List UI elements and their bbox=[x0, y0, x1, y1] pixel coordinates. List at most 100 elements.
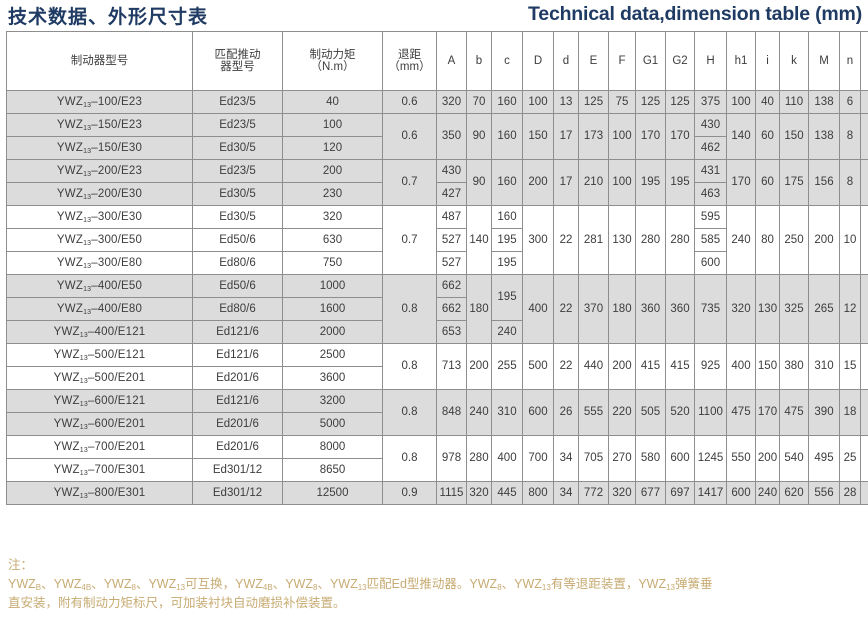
cell-dim-k: 380 bbox=[779, 343, 809, 390]
cell-dim-D: 300 bbox=[522, 205, 554, 275]
cell-model: YWZ13–500/E201 bbox=[6, 366, 193, 390]
cell-torque: 8000 bbox=[282, 435, 383, 459]
cell-torque: 8650 bbox=[282, 458, 383, 482]
cell-dim-n: 10 bbox=[839, 205, 861, 275]
cell-dim-F: 100 bbox=[608, 113, 636, 160]
cell-dim-G1: 125 bbox=[635, 90, 666, 114]
cell-dim-A: 662 bbox=[436, 297, 467, 321]
header-gap: 退距 （mm） bbox=[382, 31, 437, 91]
cell-dim-F: 100 bbox=[608, 159, 636, 206]
cell-dim-A: 653 bbox=[436, 320, 467, 344]
fn-s10: 13 bbox=[666, 582, 676, 592]
footnote-head: 注： bbox=[8, 558, 34, 572]
header-gap-line1: 退距 bbox=[398, 48, 421, 61]
cell-dim-G1: 580 bbox=[635, 435, 666, 482]
cell-dim-A: 527 bbox=[436, 251, 467, 275]
cell-dim-M: 390 bbox=[808, 389, 840, 436]
cell-dim-A: 662 bbox=[436, 274, 467, 298]
cell-dim-M: 138 bbox=[808, 113, 840, 160]
cell-dim-n: 28 bbox=[839, 481, 861, 505]
cell-torque: 2500 bbox=[282, 343, 383, 367]
cell-pusher-model: Ed30/5 bbox=[192, 182, 283, 206]
cell-dim-G1: 195 bbox=[635, 159, 666, 206]
cell-dim-A: 350 bbox=[436, 113, 467, 160]
cell-dim-c: 255 bbox=[491, 343, 523, 390]
cell-model: YWZ13–150/E23 bbox=[6, 113, 193, 137]
cell-dim-G1: 170 bbox=[635, 113, 666, 160]
fn-s4: 13 bbox=[176, 582, 186, 592]
table-row: YWZ13–500/E201 Ed201/6 3600 bbox=[6, 366, 868, 390]
cell-torque: 1000 bbox=[282, 274, 383, 298]
cell-dim-H: 600 bbox=[694, 251, 727, 275]
header-dim-E: E bbox=[578, 31, 609, 91]
cell-dim-d: 17 bbox=[553, 113, 579, 160]
cell-dim-k: 475 bbox=[779, 389, 809, 436]
cell-torque: 320 bbox=[282, 205, 383, 229]
footnote-line1: YWZB、YWZ4B、YWZ8、YWZ13可互换，YWZ4B、YWZ8、YWZ1… bbox=[8, 575, 864, 594]
cell-dim-H: 430 bbox=[694, 113, 727, 137]
cell-dim-h1: 550 bbox=[726, 435, 756, 482]
header-dim-n: n bbox=[839, 31, 861, 91]
cell-gap: 0.7 bbox=[382, 159, 437, 206]
cell-dim-c: 160 bbox=[491, 159, 523, 206]
header-dim-H: H bbox=[694, 31, 727, 91]
cell-dim-c: 160 bbox=[491, 113, 523, 160]
cell-dim-n: 8 bbox=[839, 159, 861, 206]
cell-model: YWZ13–800/E301 bbox=[6, 481, 193, 505]
cell-dim-n: 8 bbox=[839, 113, 861, 160]
header-dim-G2: G2 bbox=[665, 31, 695, 91]
fn-s1: B bbox=[35, 582, 42, 592]
cell-dim-d: 22 bbox=[553, 274, 579, 344]
cell-dim-G2: 170 bbox=[665, 113, 695, 160]
header-dim-k: k bbox=[779, 31, 809, 91]
fn-t3: 、YWZ bbox=[91, 576, 132, 591]
cell-dim-H: 375 bbox=[694, 90, 727, 114]
cell-dim-G3: 250 bbox=[860, 389, 868, 436]
cell-torque: 230 bbox=[282, 182, 383, 206]
cell-model: YWZ13–100/E23 bbox=[6, 90, 193, 114]
cell-dim-E: 173 bbox=[578, 113, 609, 160]
cell-dim-A: 978 bbox=[436, 435, 467, 482]
cell-dim-A: 848 bbox=[436, 389, 467, 436]
cell-gap: 0.8 bbox=[382, 389, 437, 436]
fn-s3: 8 bbox=[131, 582, 136, 592]
cell-dim-E: 210 bbox=[578, 159, 609, 206]
cell-dim-h1: 170 bbox=[726, 159, 756, 206]
cell-dim-k: 150 bbox=[779, 113, 809, 160]
header-dim-A: A bbox=[436, 31, 467, 91]
cell-dim-E: 125 bbox=[578, 90, 609, 114]
cell-dim-G3: 95 bbox=[860, 159, 868, 206]
cell-dim-G1: 505 bbox=[635, 389, 666, 436]
header-pusher-model: 匹配推动 器型号 bbox=[192, 31, 283, 91]
cell-pusher-model: Ed23/5 bbox=[192, 90, 283, 114]
fn-s8: 8 bbox=[497, 582, 502, 592]
cell-dim-b: 240 bbox=[466, 389, 492, 436]
cell-dim-G3: 225 bbox=[860, 343, 868, 390]
cell-dim-G2: 600 bbox=[665, 435, 695, 482]
fn-t5: 可互换，YWZ bbox=[185, 576, 263, 591]
cell-dim-D: 100 bbox=[522, 90, 554, 114]
cell-dim-G2: 415 bbox=[665, 343, 695, 390]
cell-dim-H: 462 bbox=[694, 136, 727, 160]
fn-t2: 、YWZ bbox=[41, 576, 82, 591]
header-dim-D: D bbox=[522, 31, 554, 91]
cell-torque: 1600 bbox=[282, 297, 383, 321]
cell-dim-i: 40 bbox=[755, 90, 780, 114]
header-dim-h1: h1 bbox=[726, 31, 756, 91]
cell-dim-b: 320 bbox=[466, 481, 492, 505]
cell-dim-A: 713 bbox=[436, 343, 467, 390]
cell-dim-d: 34 bbox=[553, 435, 579, 482]
cell-dim-h1: 400 bbox=[726, 343, 756, 390]
cell-dim-c: 400 bbox=[491, 435, 523, 482]
cell-gap: 0.8 bbox=[382, 343, 437, 390]
cell-dim-A: 487 bbox=[436, 205, 467, 229]
footnote-line2: 直安装，附有制动力矩标尺，可加装衬块自动磨损补偿装置。 bbox=[8, 595, 346, 610]
cell-dim-G3: 70 bbox=[860, 113, 868, 160]
cell-dim-h1: 140 bbox=[726, 113, 756, 160]
cell-dim-i: 200 bbox=[755, 435, 780, 482]
fn-t10: 有等退距装置，YWZ bbox=[550, 576, 667, 591]
cell-dim-b: 70 bbox=[466, 90, 492, 114]
cell-model: YWZ13–400/E121 bbox=[6, 320, 193, 344]
